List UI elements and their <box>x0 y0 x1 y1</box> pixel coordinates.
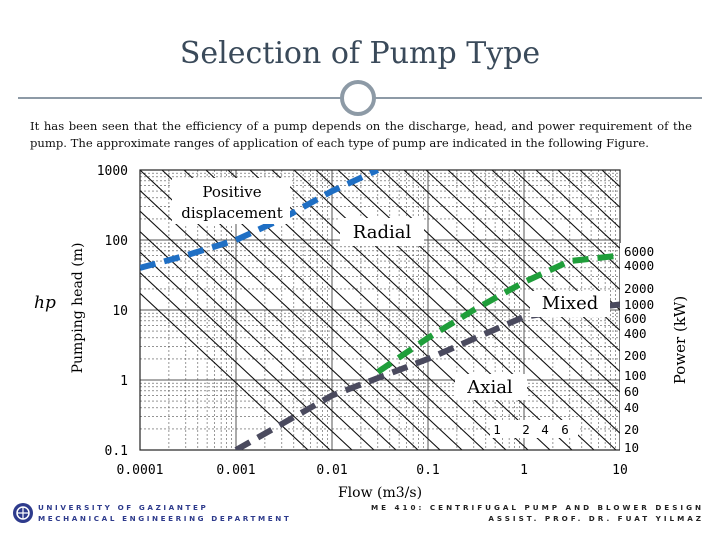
power-line <box>249 170 551 450</box>
footer-university: UNIVERSITY OF GAZIANTEP <box>38 503 209 512</box>
power-label: 60 <box>624 384 639 399</box>
power-line <box>140 210 397 450</box>
power-line <box>140 189 419 450</box>
power-line <box>271 170 573 450</box>
power-label-bottom: 2 <box>522 422 530 437</box>
power-label-bottom-backdrop <box>490 420 578 438</box>
power-line <box>491 170 620 291</box>
power-line <box>359 170 620 414</box>
footer-institution: UNIVERSITY OF GAZIANTEP MECHANICAL ENGIN… <box>38 502 291 524</box>
x-tick-label: 0.01 <box>316 463 347 478</box>
x-axis-label: Flow (m3/s) <box>338 485 422 501</box>
region-labels: Positive displacement Radial Mixed Axial <box>172 178 610 400</box>
y-tick-label: 10 <box>112 304 128 319</box>
x-tick-labels: 0.0001 0.001 0.01 0.1 1 10 <box>117 463 628 478</box>
y-axis-label: Pumping head (m) <box>70 243 86 374</box>
power-label: 2000 <box>624 281 654 296</box>
y-axis-symbol: hp <box>34 293 56 313</box>
slide-title: Selection of Pump Type <box>179 36 541 71</box>
region-label-positive-displacement-line2: displacement <box>181 204 283 222</box>
power-label: 4000 <box>624 258 654 273</box>
region-label-radial: Radial <box>353 222 412 243</box>
power-label: 100 <box>624 368 647 383</box>
power-label: 6000 <box>624 244 654 259</box>
grid <box>140 170 620 450</box>
power-label-bottom: 1 <box>493 422 501 437</box>
y-tick-labels: 1000 100 10 1 0.1 <box>97 164 128 459</box>
y-tick-label: 0.1 <box>105 444 128 459</box>
power-label: 600 <box>624 311 647 326</box>
boundary-curve-2 <box>376 252 620 375</box>
y-tick-label: 100 <box>105 234 128 249</box>
y-tick-label: 1 <box>120 374 128 389</box>
power-line <box>315 170 617 450</box>
x-tick-label: 0.001 <box>216 463 255 478</box>
intro-paragraph: It has been seen that the efficiency of … <box>30 119 692 150</box>
power-label: 20 <box>624 422 639 437</box>
power-label-backdrop <box>620 243 664 458</box>
footer-instructor: ASSIST. PROF. DR. FUAT YILMAZ <box>488 514 704 523</box>
boundary-curve-1 <box>140 170 380 271</box>
power-line <box>140 271 331 450</box>
power-label: 400 <box>624 326 647 341</box>
power-label: 200 <box>624 348 647 363</box>
y2-axis-label: Power (kW) <box>671 296 689 384</box>
power-line <box>337 170 620 434</box>
boundary-curve-3 <box>234 301 620 450</box>
x-tick-label: 1 <box>520 463 528 478</box>
region-label-box <box>340 218 424 246</box>
title-ring-ornament <box>340 80 376 116</box>
university-logo-icon <box>13 503 33 523</box>
power-line <box>140 230 375 450</box>
footer-course-title: ME 410: CENTRIFUGAL PUMP AND BLOWER DESI… <box>370 503 704 512</box>
power-label: 40 <box>624 400 639 415</box>
power-label: 1000 <box>624 297 654 312</box>
region-label-box <box>172 178 290 224</box>
region-label-box <box>530 291 610 317</box>
footer-department: MECHANICAL ENGINEERING DEPARTMENT <box>38 514 292 523</box>
power-line <box>140 292 309 450</box>
power-line <box>293 170 595 450</box>
power-label-bottom: 6 <box>561 422 569 437</box>
footer-course: ME 410: CENTRIFUGAL PUMP AND BLOWER DESI… <box>371 502 704 524</box>
power-line <box>535 170 620 250</box>
power-line <box>140 251 353 450</box>
x-tick-label: 0.1 <box>416 463 439 478</box>
region-label-mixed: Mixed <box>542 293 599 314</box>
region-label-axial: Axial <box>466 377 513 398</box>
power-line <box>513 170 620 270</box>
region-label-positive-displacement-line1: Positive <box>202 183 261 201</box>
region-label-box <box>455 374 527 400</box>
power-label: 10 <box>624 440 639 455</box>
power-label-bottom: 4 <box>541 422 549 437</box>
x-tick-label: 10 <box>612 463 628 478</box>
power-line <box>557 170 620 229</box>
y-tick-label: 1000 <box>97 164 128 179</box>
boundary-curves <box>140 170 620 450</box>
power-line <box>469 170 620 311</box>
x-tick-label: 0.0001 <box>117 463 164 478</box>
